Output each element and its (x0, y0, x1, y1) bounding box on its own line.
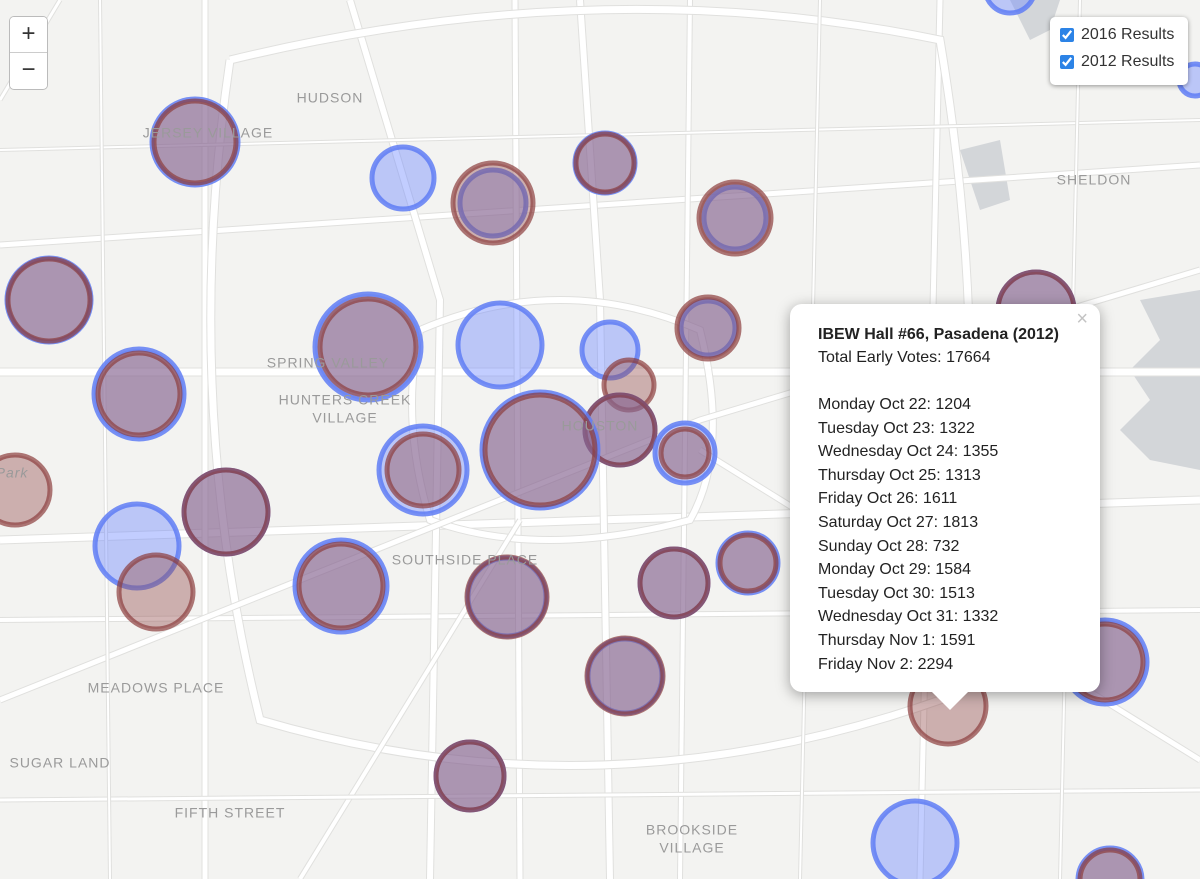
circle-2012 (674, 294, 742, 362)
circle-2012 (384, 431, 462, 509)
popup-day: Wednesday Oct 31: 1332 (818, 608, 999, 626)
place-label: VILLAGE (312, 410, 377, 426)
zoom-control: + − (9, 16, 48, 90)
popup-tail (930, 690, 970, 710)
circle-2016 (870, 798, 960, 879)
circle-2016 (652, 420, 718, 486)
circle-2016 (369, 144, 437, 212)
popup-day: Saturday Oct 27: 1813 (818, 514, 979, 531)
place-label: FIFTH STREET (175, 805, 286, 821)
place-label: HOUSTON (562, 418, 639, 434)
layer-item[interactable]: 2016 Results (1060, 26, 1174, 44)
layer-label: 2012 Results (1081, 53, 1175, 70)
zoom-out[interactable]: − (10, 52, 47, 88)
circle-2012 (95, 350, 183, 438)
popup-day: Monday Oct 22: 1204 (818, 396, 971, 413)
circle-2012 (317, 296, 419, 398)
circle-2012 (296, 541, 386, 631)
circle-2012 (584, 635, 666, 717)
road (0, 788, 1200, 802)
circle-2016 (312, 291, 424, 403)
layer-label: 2016 Results (1081, 26, 1175, 43)
popup-day: Monday Oct 29: 1584 (818, 561, 971, 579)
popup-day: Wednesday Oct 24: 1355 (818, 443, 999, 461)
circle-2016 (376, 423, 470, 517)
place-label: VILLAGE (659, 840, 724, 856)
circle-2012 (1077, 847, 1143, 879)
circle-2016 (579, 319, 641, 381)
circle-2012 (116, 552, 196, 632)
popup-day: Friday Oct 26: 1611 (818, 490, 958, 508)
popup: × IBEW Hall #66, Pasadena (2012) Total E… (790, 304, 1100, 710)
circle-2012 (464, 554, 550, 640)
place-label: SUGAR LAND (9, 755, 110, 771)
circle-2016 (701, 184, 769, 252)
circle-2012 (181, 467, 271, 557)
place-label: MEADOWS PLACE (88, 680, 225, 696)
place-label: JERSEY VILLAGE (143, 125, 273, 141)
road (678, 0, 692, 879)
place-labels: HUDSON JERSEY VILLAGE SHELDON SPRING VALLEY… (0, 90, 1132, 856)
zoom-in[interactable]: + (10, 17, 47, 52)
circle-2012 (573, 131, 637, 195)
place-label: SPRING VALLEY (267, 355, 389, 371)
water (960, 0, 1200, 470)
place-label: HUDSON (297, 90, 364, 106)
circle-2012 (658, 426, 712, 480)
popup-day: Sunday Oct 28: 732 (818, 537, 960, 555)
circle-2012 (482, 392, 598, 508)
circle-2012 (5, 256, 93, 344)
circle-2012 (433, 739, 507, 813)
circle-2012 (637, 546, 711, 620)
layer-checkbox[interactable] (1060, 55, 1074, 69)
circle-2016 (91, 346, 187, 442)
circle-2012 (696, 179, 774, 257)
road (347, 0, 444, 879)
circle-2012 (582, 392, 658, 468)
circle-2016 (457, 167, 529, 239)
circle-2016 (479, 389, 601, 511)
road (0, 162, 1200, 248)
popup-total: Total Early Votes: 17664 (818, 349, 991, 366)
popup-close[interactable]: × (1076, 308, 1088, 330)
road (99, 0, 111, 879)
layer-checkbox[interactable] (1060, 28, 1074, 42)
popup-day: Tuesday Oct 30: 1513 (818, 584, 975, 602)
circle-2012 (0, 452, 53, 528)
circle-2012 (450, 160, 536, 246)
place-label: HUNTERS CREEK (279, 392, 412, 408)
circle-2016 (455, 300, 545, 390)
popup-day: Friday Nov 2: 2294 (818, 655, 954, 673)
circle-2016 (678, 298, 738, 358)
circle-2012 (717, 532, 779, 594)
popup-day: Thursday Oct 25: 1313 (818, 466, 981, 484)
popup-title: IBEW Hall #66, Pasadena (2012) (818, 326, 1059, 343)
place-label: BROOKSIDE (646, 822, 738, 838)
layer-item[interactable]: 2012 Results (1060, 53, 1174, 71)
layer-control: 2016 Results 2012 Results (1050, 17, 1188, 85)
circle-2016 (92, 501, 182, 591)
circle-2016 (985, 0, 1035, 16)
circle-2012 (151, 98, 239, 186)
place-label: Park (0, 465, 28, 481)
popup-day: Thursday Nov 1: 1591 (818, 632, 976, 649)
popup-day: Tuesday Oct 23: 1322 (818, 419, 975, 437)
road (512, 0, 523, 879)
place-label: SOUTHSIDE PLACE (392, 552, 538, 568)
road (409, 297, 716, 543)
road (298, 518, 522, 879)
place-label: SHELDON (1057, 172, 1132, 188)
circle-2016 (292, 537, 390, 635)
